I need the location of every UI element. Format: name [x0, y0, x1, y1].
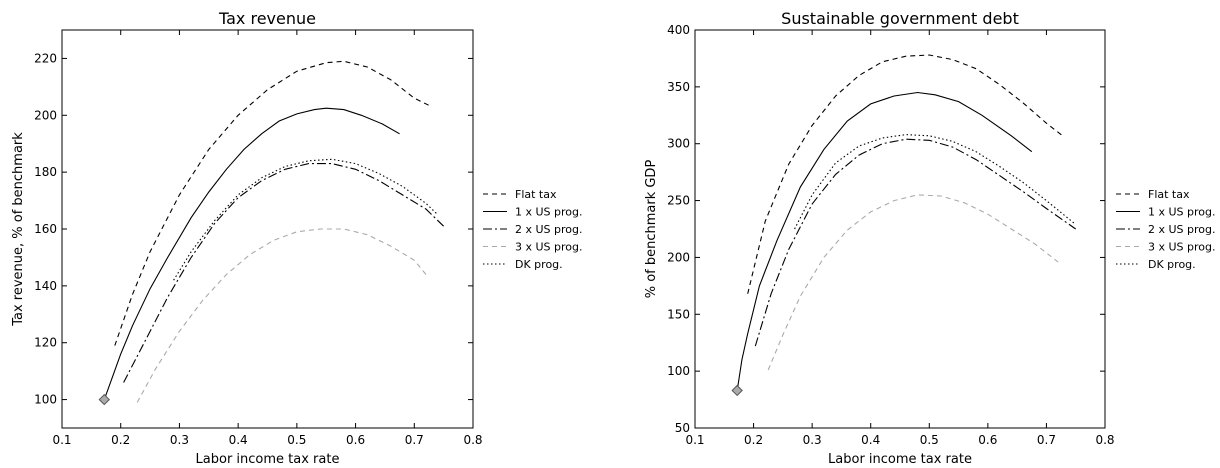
- x-axis: 0.1 0.2 0.3 0.4 0.5 0.6 0.7 0.8: [52, 30, 483, 447]
- y-tick-label: 300: [667, 137, 690, 151]
- y-tick-label: 350: [667, 80, 690, 94]
- legend-label: 2 x US prog.: [515, 223, 583, 236]
- series-line-1-x-us-prog-: [103, 107, 400, 400]
- x-tick-label: 0.2: [744, 433, 763, 447]
- y-axis: 50 100 150 200 250 300 350 400: [667, 23, 1105, 435]
- legend-item: 2 x US prog.: [483, 223, 583, 236]
- y-tick-label: 160: [34, 222, 57, 236]
- legend-label: 3 x US prog.: [515, 241, 583, 254]
- benchmark-marker: [731, 384, 743, 397]
- legend-item: 1 x US prog.: [1116, 206, 1216, 219]
- legend-item: 3 x US prog.: [483, 241, 583, 254]
- plot-area-frame: [694, 29, 1106, 429]
- x-tick-label: 0.4: [229, 433, 248, 447]
- legend-label: 1 x US prog.: [515, 206, 583, 219]
- legend: Flat tax 1 x US prog. 2 x US prog. 3 x US p…: [1116, 188, 1216, 271]
- y-tick-label: 180: [34, 165, 57, 179]
- series-line-1-x-us-prog-: [736, 91, 1033, 391]
- series-line-flat-tax: [747, 54, 1065, 294]
- y-tick-label: 220: [34, 51, 57, 65]
- y-axis-label: Tax revenue, % of benchmark: [11, 132, 26, 327]
- x-axis: 0.1 0.2 0.3 0.4 0.5 0.6 0.7 0.8: [685, 30, 1115, 447]
- legend-label: 1 x US prog.: [1148, 206, 1216, 219]
- legend: Flat tax 1 x US prog. 2 x US prog. 3 x US p…: [483, 188, 583, 271]
- y-tick-label: 150: [667, 307, 690, 321]
- x-tick-label: 0.2: [111, 433, 130, 447]
- series-group: [103, 60, 444, 403]
- x-tick-label: 0.5: [287, 433, 306, 447]
- legend-item: 3 x US prog.: [1116, 241, 1216, 254]
- legend-label: 2 x US prog.: [1148, 223, 1216, 236]
- y-tick-label: 100: [667, 364, 690, 378]
- series-line-dk-prog-: [794, 134, 1077, 230]
- legend-item: 1 x US prog.: [483, 206, 583, 219]
- x-tick-label: 0.7: [405, 433, 424, 447]
- legend-item: DK prog.: [483, 258, 563, 271]
- chart-title: Tax revenue: [218, 9, 316, 28]
- x-tick-label: 0.6: [346, 433, 365, 447]
- legend-label: Flat tax: [1148, 188, 1190, 201]
- x-axis-label: Labor income tax rate: [828, 452, 972, 467]
- legend-item: Flat tax: [1116, 188, 1190, 201]
- series-group: [736, 54, 1077, 391]
- series-line-dk-prog-: [173, 158, 439, 281]
- series-line-3-x-us-prog-: [136, 228, 427, 403]
- benchmark-marker: [98, 393, 110, 406]
- y-tick-label: 250: [667, 194, 690, 208]
- chart-title: Sustainable government debt: [781, 9, 1019, 28]
- x-tick-label: 0.5: [920, 433, 939, 447]
- y-tick-label: 200: [34, 108, 57, 122]
- x-axis-label: Labor income tax rate: [196, 452, 340, 467]
- legend-label: Flat tax: [515, 188, 557, 201]
- x-tick-label: 0.3: [170, 433, 189, 447]
- legend-item: DK prog.: [1116, 258, 1196, 271]
- series-line-2-x-us-prog-: [123, 163, 444, 383]
- series-line-2-x-us-prog-: [754, 138, 1077, 347]
- x-tick-label: 0.3: [803, 433, 822, 447]
- legend-label: DK prog.: [515, 258, 563, 271]
- chart-1: Tax revenue 0.1 0.2 0.3 0.4 0.5 0.6 0.7 0.8 100 12…: [11, 9, 583, 467]
- plot-area-frame: [61, 29, 474, 429]
- x-tick-label: 0.6: [978, 433, 997, 447]
- series-line-3-x-us-prog-: [767, 194, 1059, 371]
- x-tick-label: 0.8: [1095, 433, 1114, 447]
- x-tick-label: 0.7: [1037, 433, 1056, 447]
- y-tick-label: 140: [34, 279, 57, 293]
- legend-item: 2 x US prog.: [1116, 223, 1216, 236]
- series-line-flat-tax: [114, 60, 433, 346]
- y-tick-label: 120: [34, 336, 57, 350]
- legend-item: Flat tax: [483, 188, 557, 201]
- x-tick-label: 0.8: [463, 433, 482, 447]
- y-tick-label: 400: [667, 23, 690, 37]
- legend-label: DK prog.: [1148, 258, 1196, 271]
- x-tick-label: 0.4: [861, 433, 880, 447]
- x-tick-label: 0.1: [52, 433, 71, 447]
- y-axis-label: % of benchmark GDP: [644, 160, 659, 299]
- y-tick-label: 50: [675, 421, 690, 435]
- y-axis: 100 120 140 160 180 200 220: [34, 51, 473, 407]
- legend-label: 3 x US prog.: [1148, 241, 1216, 254]
- y-tick-label: 200: [667, 250, 690, 264]
- y-tick-label: 100: [34, 393, 57, 407]
- x-tick-label: 0.1: [685, 433, 704, 447]
